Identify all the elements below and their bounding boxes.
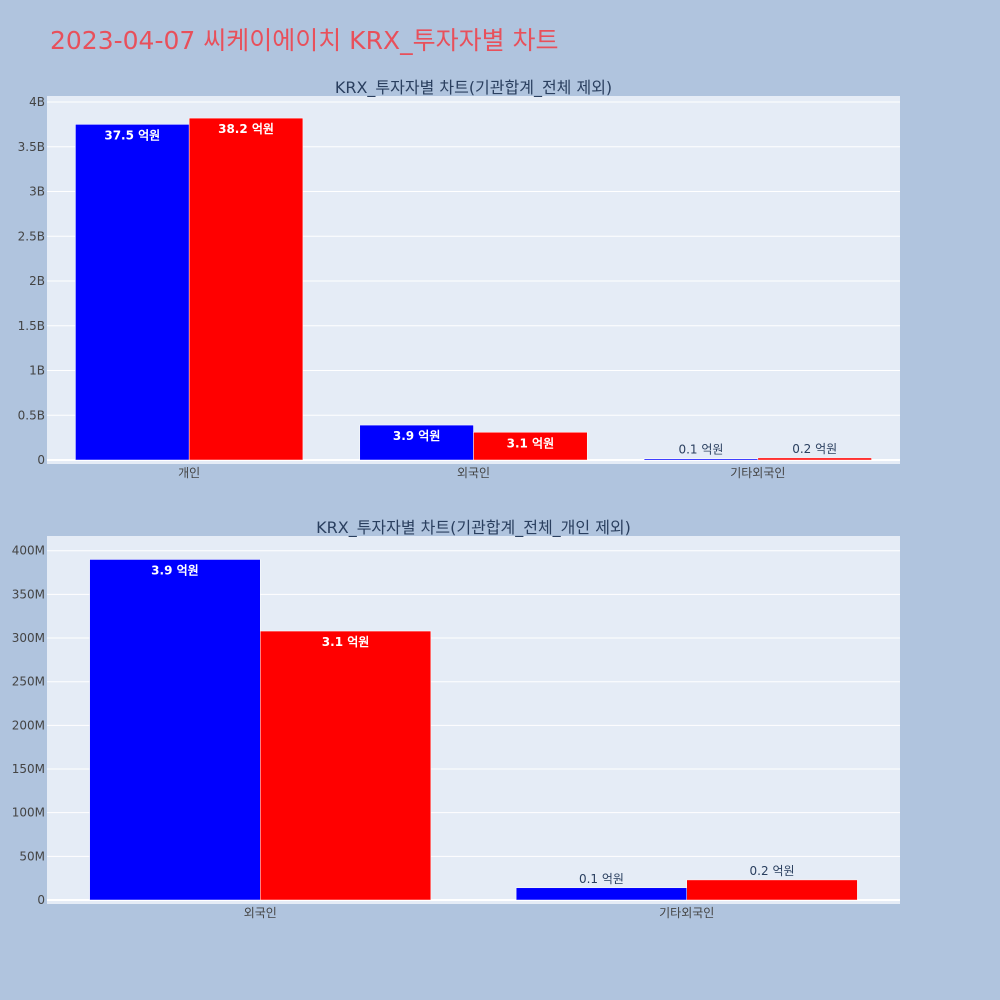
y-tick-label: 2B (29, 274, 45, 288)
bar (757, 457, 872, 461)
bar (686, 879, 858, 901)
x-tick-label: 기타외국인 (730, 466, 785, 480)
chart-title: KRX_투자자별 차트(기관합계_전체 제외) (335, 78, 612, 98)
y-tick-label: 2.5B (18, 229, 45, 243)
x-tick-label: 개인 (178, 466, 200, 480)
data-label: 38.2 억원 (218, 122, 274, 136)
bar (515, 887, 688, 901)
bar (359, 424, 474, 461)
bar (260, 630, 432, 901)
y-tick-label: 0.5B (18, 408, 45, 422)
y-tick-label: 400M (12, 544, 45, 558)
data-label: 3.1 억원 (322, 635, 370, 649)
data-label: 0.2 억원 (792, 442, 837, 456)
bar (188, 117, 304, 461)
chart-title: KRX_투자자별 차트(기관합계_전체_개인 제외) (316, 518, 631, 538)
bar (643, 458, 759, 461)
x-tick-label: 외국인 (244, 906, 277, 920)
chart-foreign-investors: 0 50M 100M 150M 200M 250M 300M 350M 400M KRX_투자자별… (12, 518, 900, 920)
y-tick-label: 3.5B (18, 140, 45, 154)
x-tick-label: 외국인 (457, 466, 490, 480)
y-tick-label: 250M (12, 675, 45, 689)
data-label: 3.1 억원 (507, 436, 555, 450)
bar (89, 559, 261, 901)
y-tick-label: 3B (29, 185, 45, 199)
page-title: 2023-04-07 씨케이에이치 KRX_투자자별 차트 (50, 26, 559, 55)
y-tick-label: 100M (12, 806, 45, 820)
y-tick-label: 300M (12, 631, 45, 645)
data-label: 3.9 억원 (393, 429, 441, 443)
chart-all-investors: 0 0.5B 1B 1.5B 2B 2.5B 3B 3.5B 4B KRX_투자자별 차트(기관합… (18, 78, 900, 480)
data-label: 3.9 억원 (151, 563, 199, 577)
data-label: 37.5 억원 (104, 128, 160, 142)
y-tick-label: 350M (12, 587, 45, 601)
y-tick-label: 4B (29, 95, 45, 109)
y-tick-label: 0 (37, 893, 45, 907)
y-tick-label: 50M (19, 849, 45, 863)
y-tick-label: 200M (12, 718, 45, 732)
data-label: 0.1 억원 (579, 872, 624, 886)
y-tick-label: 150M (12, 762, 45, 776)
bar (75, 124, 190, 461)
y-tick-label: 1B (29, 364, 45, 378)
data-label: 0.2 억원 (750, 864, 795, 878)
bar (473, 432, 588, 461)
y-tick-label: 1.5B (18, 319, 45, 333)
x-tick-label: 기타외국인 (659, 906, 714, 920)
y-tick-label: 0 (37, 453, 45, 467)
data-label: 0.1 억원 (678, 443, 723, 457)
